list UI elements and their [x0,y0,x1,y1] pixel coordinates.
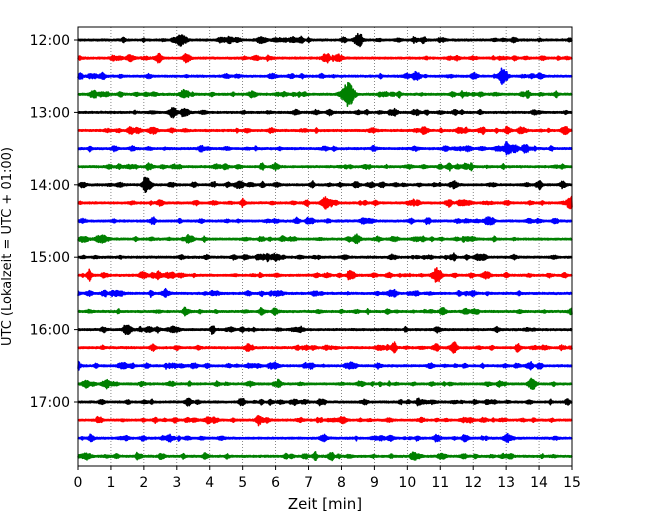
x-tick-label: 15 [563,475,581,491]
seismic-trace [77,267,573,283]
y-tick-label: 14:00 [30,178,70,194]
seismic-trace [77,377,573,390]
seismic-trace [77,141,573,156]
x-tick-label: 4 [205,475,214,491]
seismic-traces [77,32,573,462]
y-axis-title: UTC (Lokalzeit = UTC + 01:00) [0,147,15,346]
seismic-trace [77,216,573,226]
x-tick-label: 2 [139,475,148,491]
seismic-trace [77,287,573,298]
x-tick-label: 1 [106,475,115,491]
seismic-trace [77,107,573,119]
y-tick-label: 15:00 [30,250,70,266]
seismic-trace [77,414,573,427]
x-tick-label: 11 [431,475,449,491]
seismic-trace [77,125,573,136]
grid-lines [110,27,540,466]
y-tick-label: 16:00 [30,323,70,339]
x-tick-label: 0 [74,475,83,491]
plot-frame [77,26,573,467]
y-tick-label: 12:00 [30,33,70,49]
x-tick-label: 5 [238,475,247,491]
seismic-trace [77,176,573,193]
seismic-trace [77,52,573,64]
seismic-trace [77,397,573,407]
x-tick-label: 6 [271,475,280,491]
y-tick-label: 17:00 [30,395,70,411]
seismic-trace [77,233,573,245]
seismic-trace [77,32,573,48]
x-axis-ticks: 0 1 2 3 4 5 6 7 8 9 10 11 12 13 14 15 [74,466,581,491]
x-tick-label: 12 [464,475,482,491]
y-axis-ticks: 12:00 13:00 14:00 15:00 16:00 17:00 [30,33,78,411]
x-tick-label: 3 [172,475,181,491]
x-tick-label: 13 [497,475,515,491]
x-tick-label: 7 [304,475,313,491]
x-axis-title: Zeit [min] [288,495,362,513]
seismic-trace [77,360,573,371]
x-tick-label: 14 [530,475,548,491]
x-tick-label: 8 [337,475,346,491]
seismic-trace [77,450,573,462]
seismic-trace [77,324,573,335]
seismic-trace [77,162,573,172]
seismic-trace [77,81,573,107]
seismic-trace [77,341,573,354]
seismic-trace [77,306,573,317]
seismic-trace [77,195,573,210]
x-tick-label: 10 [398,475,416,491]
seismic-trace [77,67,573,85]
seismic-trace [77,432,573,444]
seismic-trace [77,252,573,263]
x-tick-label: 9 [370,475,379,491]
y-tick-label: 13:00 [30,105,70,121]
